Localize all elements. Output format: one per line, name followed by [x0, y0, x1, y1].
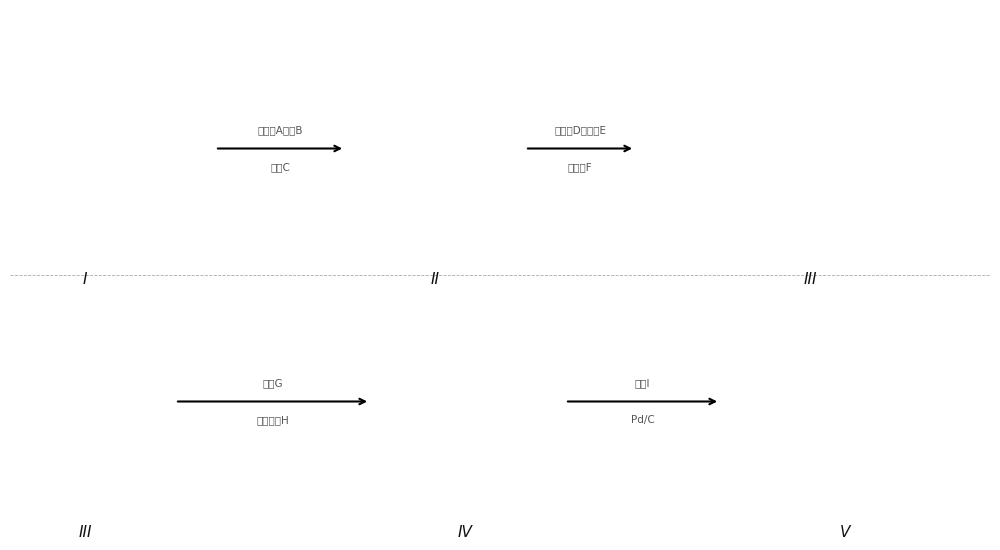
Text: 溶剂I: 溶剂I: [635, 378, 650, 388]
Text: 溶剂C: 溶剂C: [270, 162, 290, 172]
Text: 缔酯剂D，溶剂E: 缔酯剂D，溶剂E: [554, 125, 606, 135]
Text: 催化剂A，碱B: 催化剂A，碱B: [257, 125, 303, 135]
Text: III: III: [803, 272, 817, 287]
Text: V: V: [840, 525, 850, 540]
Text: I: I: [83, 272, 87, 287]
Text: III: III: [78, 525, 92, 540]
Text: II: II: [430, 272, 440, 287]
Text: Pd/C: Pd/C: [631, 415, 654, 425]
Text: IV: IV: [458, 525, 472, 540]
Text: 溶剂G: 溶剂G: [262, 378, 283, 388]
Text: 叠氮化物H: 叠氮化物H: [256, 415, 289, 425]
Text: 碳氰氟F: 碳氰氟F: [568, 162, 592, 172]
